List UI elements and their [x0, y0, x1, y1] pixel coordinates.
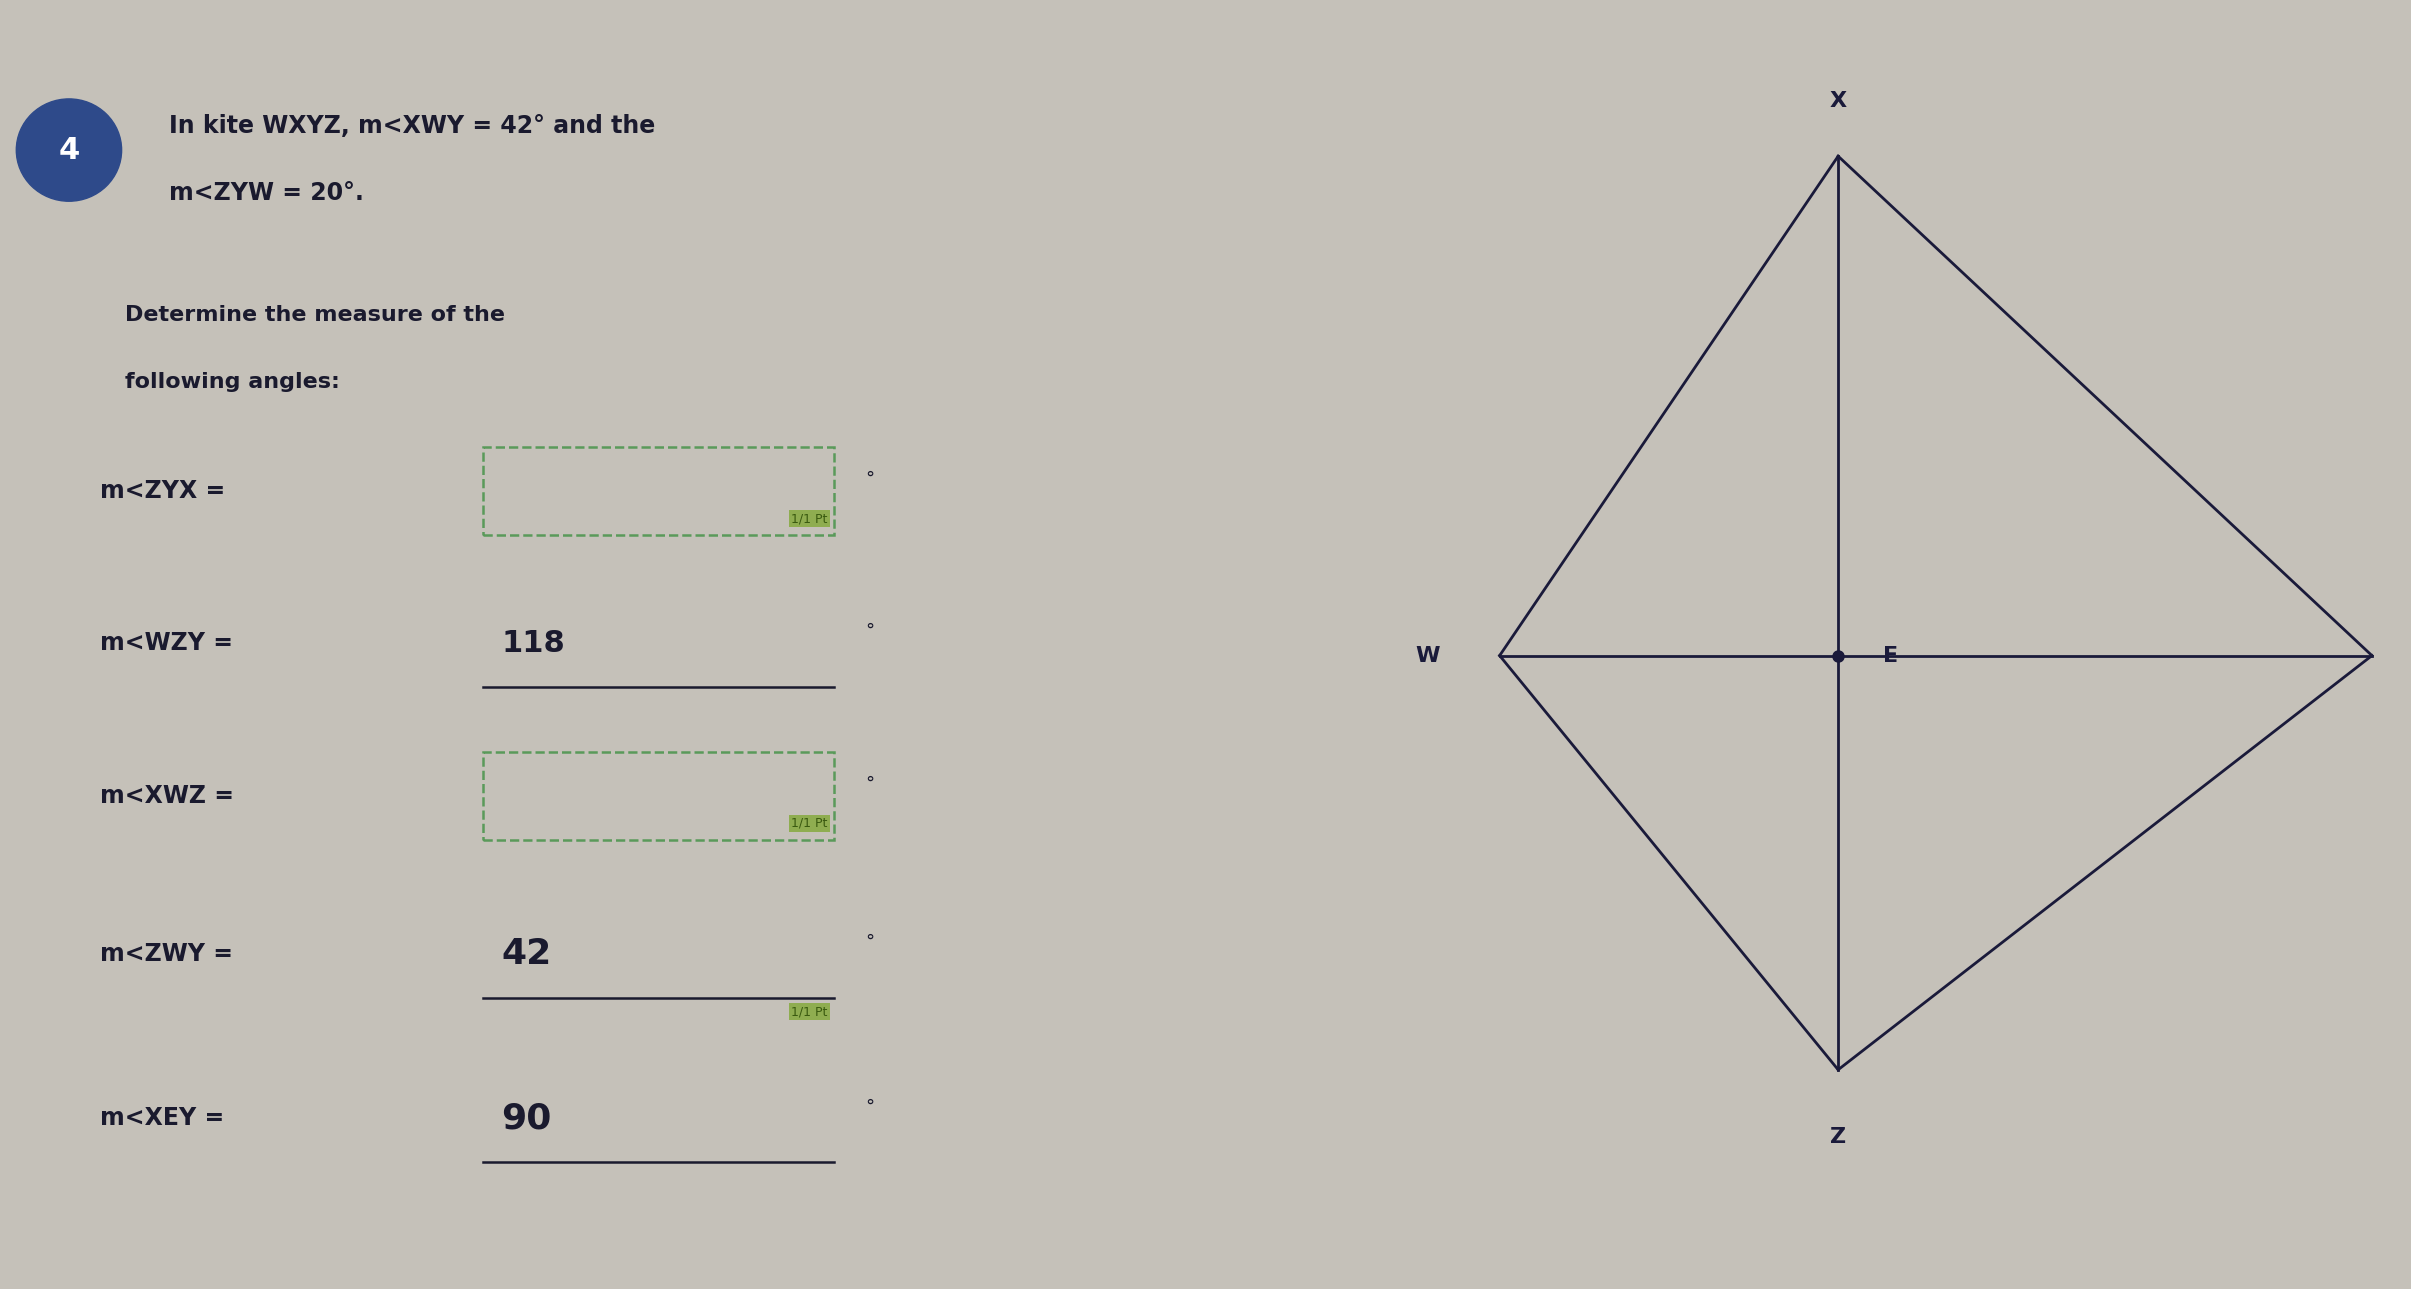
Text: Z: Z — [1830, 1127, 1847, 1147]
Text: Determine the measure of the: Determine the measure of the — [125, 304, 506, 325]
Text: 118: 118 — [501, 629, 564, 657]
Text: m<WZY =: m<WZY = — [101, 632, 234, 655]
Text: In kite WXYZ, m<XWY = 42° and the: In kite WXYZ, m<XWY = 42° and the — [169, 113, 656, 138]
Text: E: E — [1883, 646, 1897, 665]
Text: 1/1 Pt: 1/1 Pt — [791, 512, 827, 525]
Circle shape — [17, 99, 121, 201]
Text: 42: 42 — [501, 937, 552, 971]
Text: °: ° — [866, 1097, 875, 1115]
Text: 4: 4 — [58, 135, 80, 165]
Text: X: X — [1830, 92, 1847, 111]
Text: m<XWZ =: m<XWZ = — [101, 784, 234, 808]
Text: °: ° — [866, 623, 875, 641]
Text: °: ° — [866, 470, 875, 489]
Text: W: W — [1415, 646, 1439, 665]
Text: 90: 90 — [501, 1102, 552, 1136]
Text: m<XEY =: m<XEY = — [101, 1106, 224, 1130]
Text: following angles:: following angles: — [125, 371, 340, 392]
Text: m<ZWY =: m<ZWY = — [101, 942, 234, 965]
Text: 1/1 Pt: 1/1 Pt — [791, 817, 827, 830]
Text: 1/1 Pt: 1/1 Pt — [791, 1005, 827, 1018]
Text: °: ° — [866, 933, 875, 951]
Text: m<ZYX =: m<ZYX = — [101, 480, 227, 503]
Text: m<ZYW = 20°.: m<ZYW = 20°. — [169, 180, 364, 205]
Text: °: ° — [866, 775, 875, 793]
